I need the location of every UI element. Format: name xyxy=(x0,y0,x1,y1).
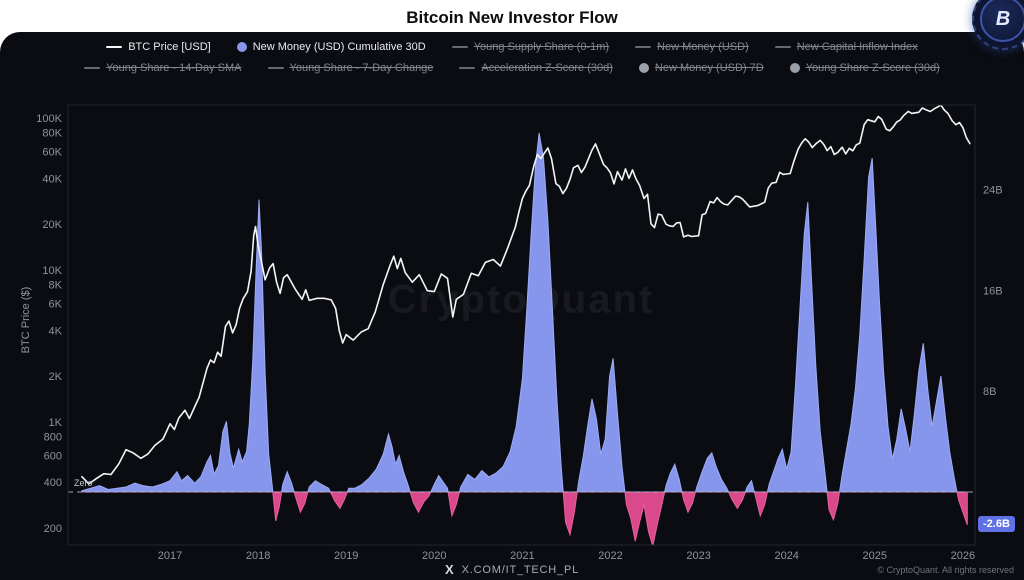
y-axis-tick-left: 8K xyxy=(49,280,63,292)
legend-item-label: Young Share Z-Score (30d) xyxy=(805,62,940,74)
y-axis-tick-left: 2K xyxy=(49,371,63,383)
legend-item[interactable]: Young Share - 14-Day SMA xyxy=(84,62,242,74)
legend-item-label: Acceleration Z-Score (30d) xyxy=(481,62,613,74)
legend-line-marker xyxy=(774,46,791,48)
legend-row-1: BTC Price [USD] New Money (USD) Cumulativ… xyxy=(0,41,1024,53)
footer: X X.COM/IT_TECH_PL xyxy=(0,562,1024,577)
legend-item[interactable]: New Money (USD) 7D xyxy=(638,62,764,74)
legend-item[interactable]: Young Supply Share (0-1m) xyxy=(451,41,610,53)
footer-handle: X.COM/IT_TECH_PL xyxy=(461,563,579,576)
btc-price-line xyxy=(81,104,971,485)
legend-line-marker xyxy=(635,46,652,48)
legend-item[interactable]: New Capital Inflow Index xyxy=(774,41,918,53)
plot-border xyxy=(67,104,976,546)
y-axis-tick-left: 40K xyxy=(42,173,62,185)
y-axis-tick-left: 100K xyxy=(36,113,62,125)
legend-item-label: BTC Price [USD] xyxy=(128,41,211,53)
new-money-area-positive xyxy=(81,132,968,492)
new-money-area-negative xyxy=(81,492,968,545)
x-axis-tick: 2018 xyxy=(246,550,270,562)
x-axis-tick: 2021 xyxy=(510,550,534,562)
y-axis-title: BTC Price ($) xyxy=(20,286,32,354)
bitcoin-coin: B xyxy=(980,0,1024,42)
legend-line-marker xyxy=(459,67,476,69)
y-axis-tick-right: 24B xyxy=(983,185,1003,197)
current-value-badge: -2.6B xyxy=(978,516,1015,532)
chart-element xyxy=(81,492,968,545)
legend-item[interactable]: BTC Price [USD] xyxy=(106,41,211,53)
x-axis-tick: 2022 xyxy=(598,550,622,562)
legend-dot-marker xyxy=(236,42,247,52)
page-title: Bitcoin New Investor Flow xyxy=(406,8,618,27)
legend-row-2: Young Share - 14-Day SMA Young Share - 7-… xyxy=(0,62,1024,74)
x-axis-tick: 2026 xyxy=(951,550,975,562)
y-axis-tick-left: 20K xyxy=(42,219,62,231)
y-axis-tick-right: 16B xyxy=(983,285,1003,297)
legend-item[interactable]: Young Share - 7-Day Change xyxy=(267,62,434,74)
copyright-notice: © CryptoQuant. All rights reserved xyxy=(877,565,1014,575)
legend-line-marker xyxy=(84,67,101,69)
x-axis-tick: 2025 xyxy=(863,550,887,562)
legend-item-label: New Money (USD) Cumulative 30D xyxy=(252,41,426,53)
chart-element xyxy=(81,132,968,492)
y-axis-tick-left: 60K xyxy=(42,147,62,159)
x-axis-tick: 2019 xyxy=(334,550,358,562)
x-axis-tick: 2020 xyxy=(422,550,446,562)
y-axis-tick-left: 200 xyxy=(44,523,62,535)
legend-item-label: Young Share - 14-Day SMA xyxy=(106,62,242,74)
legend-item-label: New Money (USD) xyxy=(657,41,749,53)
legend-item[interactable]: Acceleration Z-Score (30d) xyxy=(459,62,613,74)
legend-line-marker xyxy=(451,46,468,48)
legend-dot-marker xyxy=(789,63,800,73)
x-axis-tick: 2024 xyxy=(774,550,798,562)
y-axis-tick-left: 10K xyxy=(42,265,62,277)
y-axis-tick-left: 400 xyxy=(44,477,62,489)
y-axis-tick-left: 1K xyxy=(49,417,63,429)
legend-item-label: New Money (USD) 7D xyxy=(654,62,764,74)
cryptoquant-watermark: CryptoQuant xyxy=(387,277,655,322)
y-axis-tick-left: 6K xyxy=(49,299,63,311)
legend-line-marker xyxy=(267,67,284,69)
y-axis-tick-right: 8B xyxy=(983,386,996,398)
legend-dot-marker xyxy=(638,63,649,73)
bitcoin-symbol: B xyxy=(995,7,1011,30)
x-axis-tick: 2017 xyxy=(158,550,182,562)
legend-line-marker xyxy=(106,46,123,48)
y-axis-tick-left: 80K xyxy=(42,128,62,140)
legend-item[interactable]: New Money (USD) Cumulative 30D xyxy=(236,41,426,53)
x-logo-icon: X xyxy=(445,562,454,577)
zero-line-label: Zero xyxy=(74,478,93,488)
legend-item[interactable]: Young Share Z-Score (30d) xyxy=(789,62,940,74)
x-axis-tick: 2023 xyxy=(686,550,710,562)
y-axis-tick-left: 600 xyxy=(44,450,62,462)
bitcoin-logo-icon: B xyxy=(972,0,1024,50)
y-axis-tick-left: 4K xyxy=(49,325,63,337)
legend-item-label: New Capital Inflow Index xyxy=(796,41,918,53)
legend-item[interactable]: New Money (USD) xyxy=(635,41,749,53)
legend-item-label: Young Supply Share (0-1m) xyxy=(473,41,610,53)
legend-item-label: Young Share - 7-Day Change xyxy=(289,62,434,74)
y-axis-tick-left: 800 xyxy=(44,432,62,444)
